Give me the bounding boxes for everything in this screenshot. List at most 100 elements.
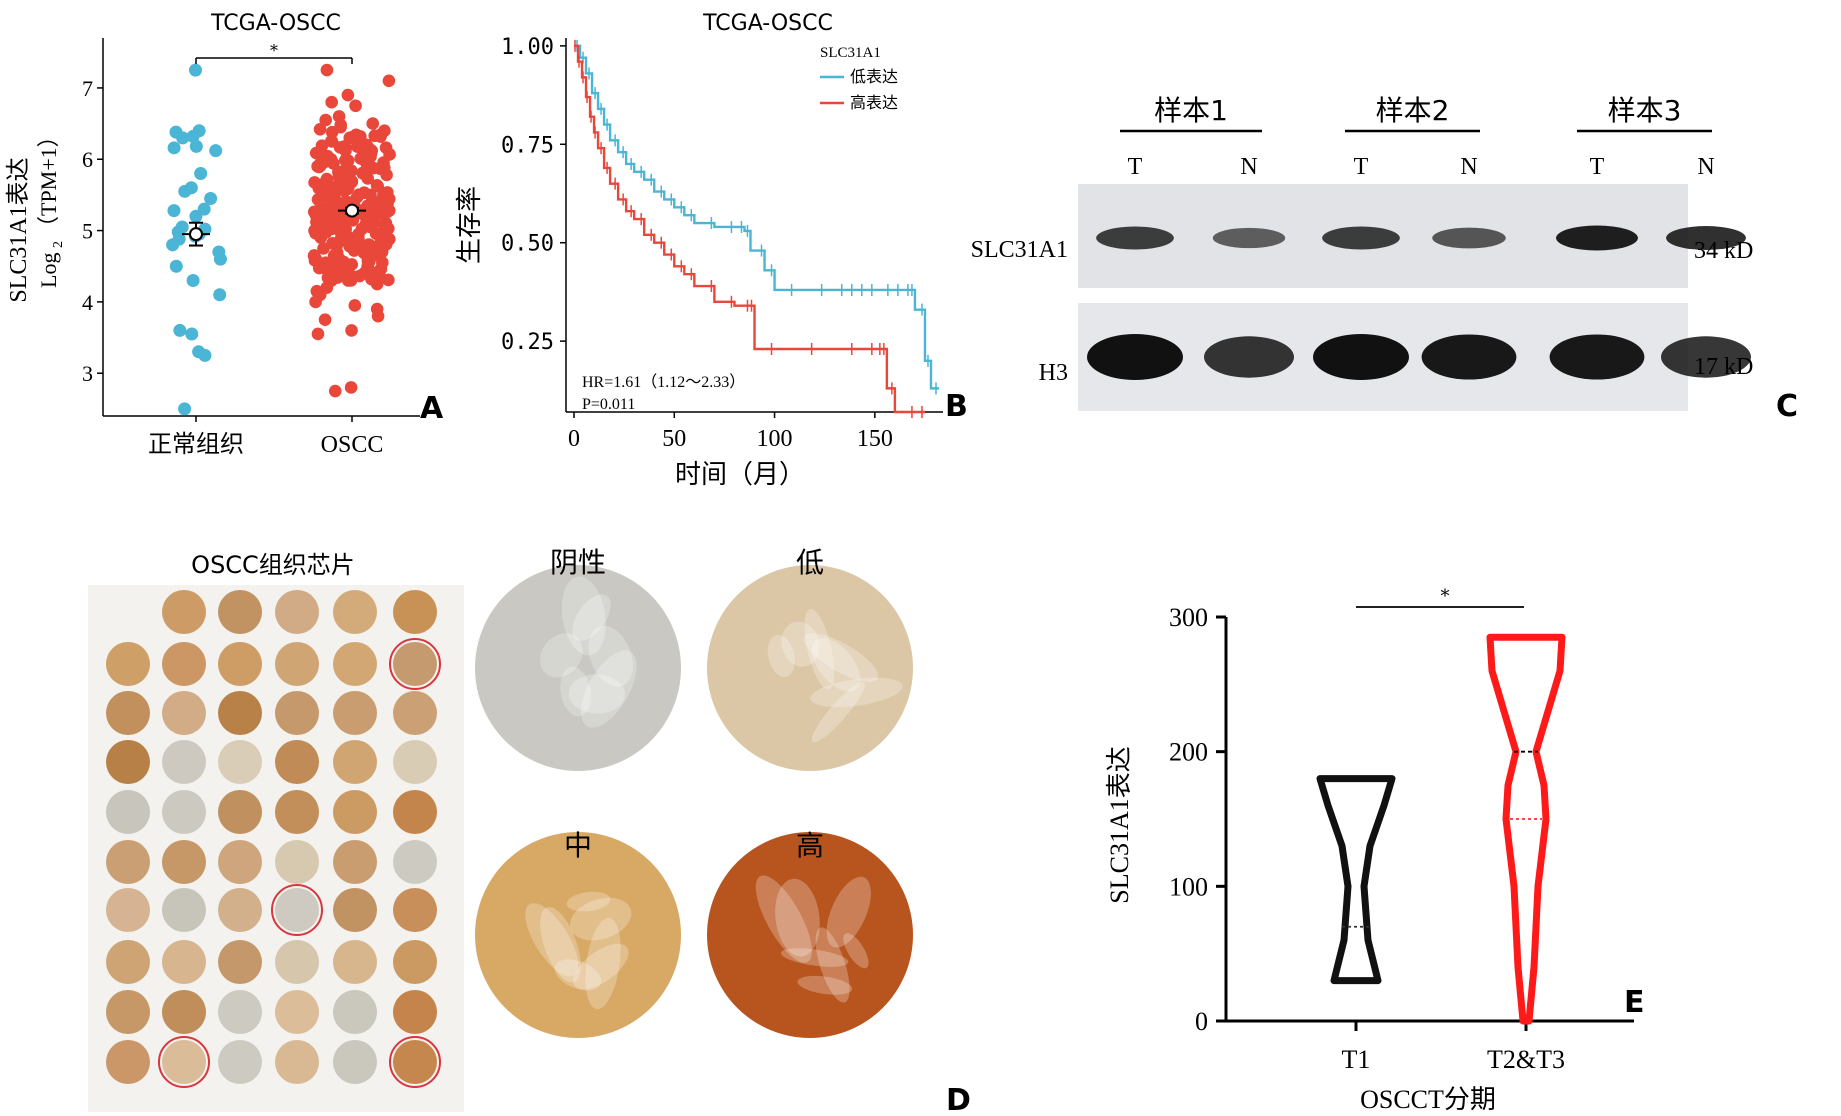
y-tick-label: 3: [82, 361, 93, 386]
panel-a-ylabel-log-base: 2: [51, 241, 66, 248]
panel-e-letter: E: [1624, 985, 1645, 1020]
tma-core: [275, 1040, 319, 1084]
point-oscc: [360, 138, 373, 152]
band-h3: [1087, 334, 1183, 380]
band-h3: [1421, 334, 1517, 380]
ihc-texture: [781, 621, 820, 667]
sample-label: 样本3: [1608, 94, 1682, 127]
point-oscc: [367, 271, 381, 285]
tma-core: [162, 990, 206, 1034]
violin-t1: [1316, 775, 1396, 985]
tma-core: [106, 940, 150, 984]
point-oscc: [311, 327, 325, 341]
tma-core: [162, 1040, 206, 1084]
ihc-texture: [804, 608, 835, 690]
panel-a-ylabel-sub: Log 2 （TPM+1）: [36, 125, 66, 288]
point-oscc: [319, 113, 332, 127]
ihc-texture: [780, 948, 849, 967]
tma-core: [393, 940, 437, 984]
point-normal: [173, 323, 187, 337]
panel-a-means: [182, 203, 366, 247]
point-oscc: [321, 271, 335, 285]
y-tick-label: 0.75: [501, 133, 554, 158]
point-oscc: [314, 148, 328, 161]
ihc-core: [475, 565, 681, 771]
point-oscc: [362, 238, 376, 251]
point-oscc: [307, 205, 321, 219]
panel-e-y-ticks: 0 100 200 300: [1169, 603, 1226, 1036]
blot-size-17kd: 17 kD: [1694, 354, 1753, 380]
tma-core: [106, 642, 150, 686]
point-normal: [213, 252, 227, 266]
panel-b-title: TCGA-OSCC: [702, 11, 833, 36]
band-h3: [1313, 334, 1409, 380]
lane-label: N: [1240, 154, 1257, 180]
ihc-texture: [755, 875, 812, 963]
panel-a-sig-star: *: [270, 41, 278, 60]
tma-core: [162, 590, 206, 634]
panel-b-curves: [574, 39, 940, 418]
point-normal: [198, 348, 212, 362]
lane-label: T: [1590, 154, 1605, 180]
tma-core: [333, 990, 377, 1034]
point-normal: [186, 273, 200, 287]
point-normal: [213, 288, 227, 302]
band-slc31a1: [1212, 227, 1286, 249]
point-oscc: [329, 214, 342, 228]
tma-core: [106, 840, 150, 884]
point-oscc: [308, 254, 322, 267]
tma-core: [275, 888, 319, 932]
tma-core: [333, 940, 377, 984]
point-oscc: [367, 216, 381, 230]
tma-core: [106, 740, 150, 784]
point-oscc: [373, 162, 387, 175]
tma-core: [333, 840, 377, 884]
panel-e-violins: [1316, 633, 1566, 1025]
point-oscc: [339, 153, 352, 167]
mean-point: [189, 227, 203, 242]
point-oscc: [345, 164, 358, 178]
tma-core: [393, 691, 437, 735]
point-normal: [167, 141, 181, 155]
ihc-example-cores: 阴性 低中 高: [475, 546, 913, 1038]
panel-e-x-ticks: T1 T2&T3: [1342, 1021, 1565, 1074]
km-curve-high: [574, 44, 925, 414]
point-oscc: [332, 165, 345, 179]
panel-e-xlabel: OSCCT分期: [1360, 1085, 1496, 1114]
y-tick-label: 4: [82, 290, 93, 315]
point-oscc: [308, 176, 321, 189]
point-oscc: [341, 260, 355, 274]
mean-point: [345, 203, 359, 218]
tma-core: [393, 790, 437, 834]
ihc-texture: [540, 906, 581, 983]
tma-core: [218, 642, 262, 686]
point-oscc: [361, 172, 375, 185]
panel-e: 0 100 200 300 T1 T2&T3 * OSCCT分期 SLC31A1表达 E: [1105, 586, 1645, 1114]
x-tick-label: 150: [857, 426, 893, 452]
ihc-texture: [561, 576, 606, 656]
panel-d: OSCC组织芯片 阴性 低中 高 D: [88, 546, 971, 1116]
ihc-texture: [554, 959, 602, 991]
point-oscc: [318, 261, 332, 275]
lane-label: N: [1697, 154, 1714, 180]
y-tick-label: 0.50: [501, 232, 554, 257]
panel-b-legend-high: 高表达: [850, 93, 898, 112]
blot-row-label-slc31a1: SLC31A1: [971, 237, 1068, 263]
tma-core: [218, 1040, 262, 1084]
point-oscc: [325, 95, 338, 109]
point-oscc: [347, 237, 360, 251]
panel-b: TCGA-OSCC 0.25 0.50 0.75 1.00 0 50 100 150 SLC…: [455, 11, 968, 490]
point-oscc: [382, 74, 396, 88]
panel-b-legend-low: 低表达: [850, 67, 898, 86]
point-oscc: [366, 117, 380, 130]
tma-core: [393, 840, 437, 884]
tma-core: [218, 840, 262, 884]
panel-c-bands: [1087, 225, 1751, 380]
y-tick-label: 0: [1195, 1007, 1208, 1036]
y-tick-label: 0.25: [501, 330, 554, 355]
ihc-core: [707, 565, 913, 771]
ihc-texture: [775, 878, 820, 957]
band-slc31a1: [1096, 226, 1174, 250]
point-oscc: [348, 299, 362, 312]
